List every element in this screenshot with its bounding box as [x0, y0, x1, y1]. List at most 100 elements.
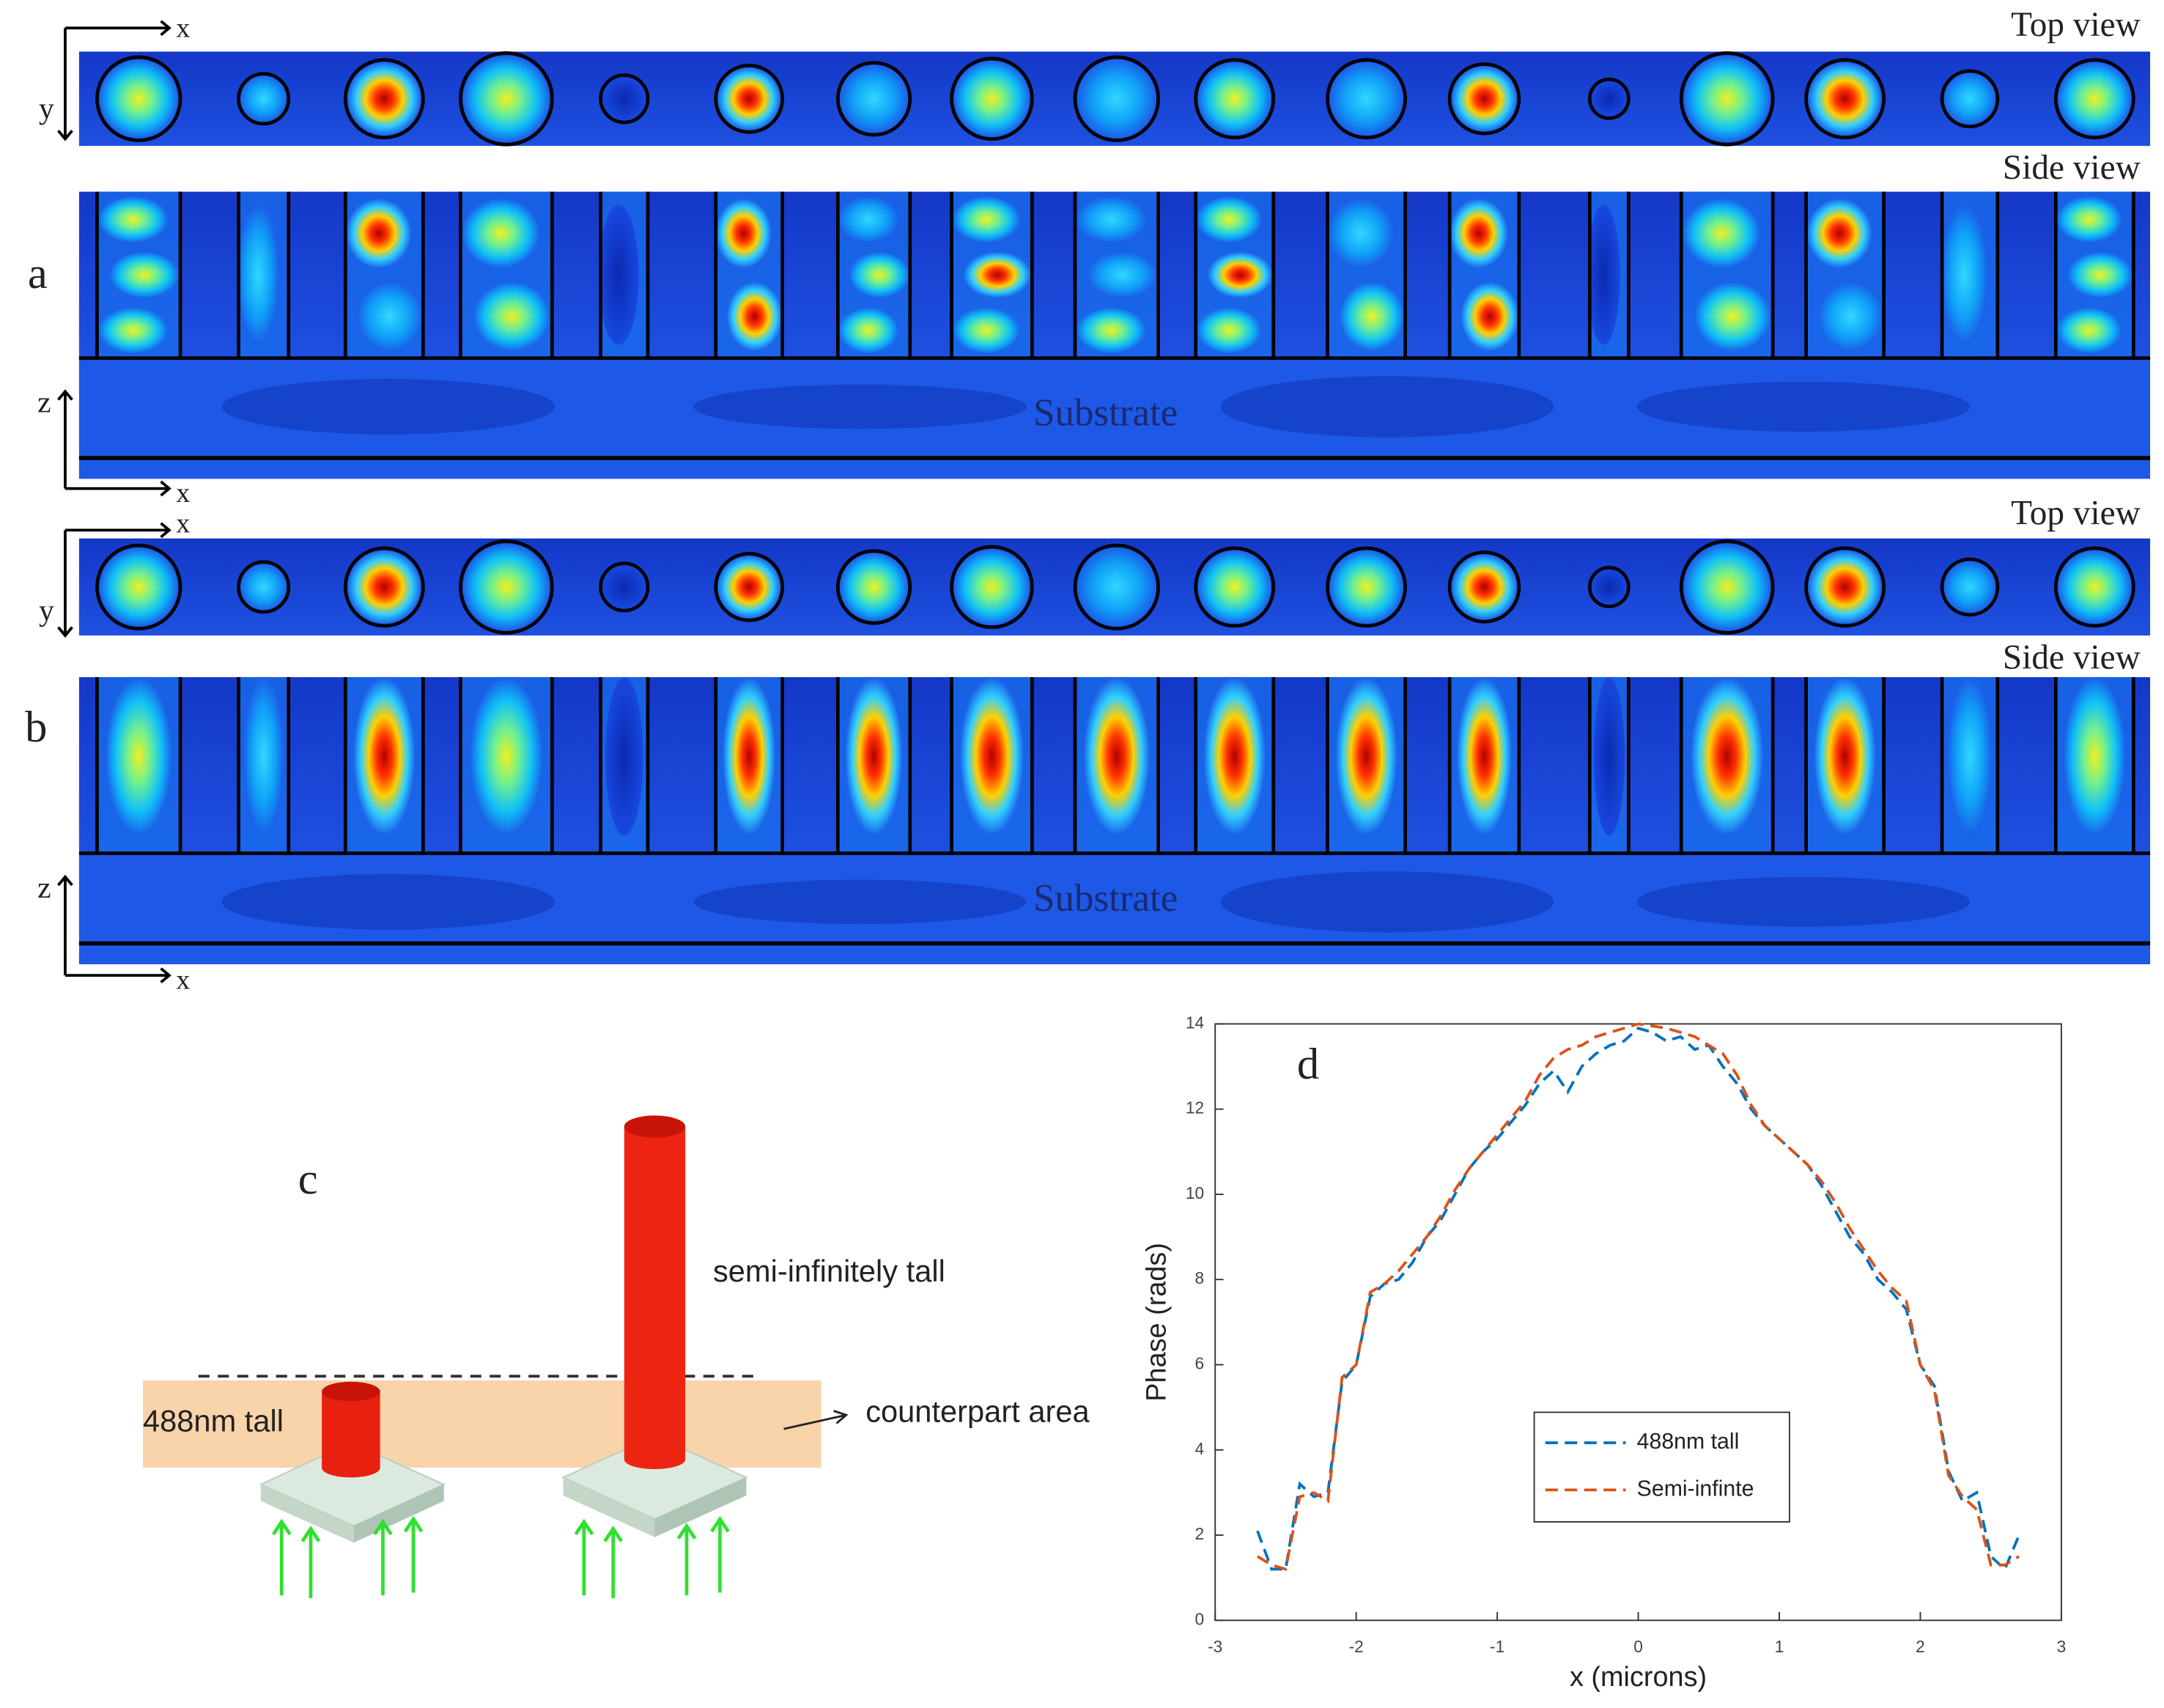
substrate-shade	[1220, 871, 1554, 933]
tall-label: semi-infinitely tall	[713, 1254, 945, 1288]
side-view-label: Side view	[2003, 638, 2141, 676]
field-spot	[1683, 543, 1771, 631]
pillar-outline	[599, 73, 650, 125]
field-spot	[352, 677, 416, 836]
field-spot	[240, 75, 288, 123]
field-spot	[1587, 204, 1620, 345]
field-spot	[1449, 198, 1509, 269]
pillar-outline	[459, 539, 554, 635]
field-spot	[1329, 62, 1403, 136]
substrate-shade	[1636, 381, 1970, 432]
field-spot	[97, 307, 169, 354]
substrate-shade	[221, 873, 555, 930]
x-tick-label: 1	[1775, 1637, 1784, 1656]
field-spot	[1329, 550, 1403, 624]
light-arrows	[271, 1515, 730, 1599]
field-spot	[1943, 561, 1996, 614]
base-tall	[561, 1435, 748, 1537]
field-spot	[347, 550, 421, 624]
pillar-outline	[1073, 55, 1160, 142]
panel-b-maps	[78, 538, 2151, 964]
field-spot	[959, 677, 1024, 836]
axis-letter: x	[176, 13, 190, 44]
substrate-label: Substrate	[1033, 391, 1178, 434]
field-spot	[469, 677, 543, 836]
field-spot	[2063, 677, 2126, 836]
field-spot	[952, 307, 1021, 354]
substrate-shade	[1636, 876, 1970, 927]
axes-arrows	[57, 20, 171, 497]
axis-letter: z	[37, 871, 51, 905]
field-spot	[1197, 550, 1272, 624]
field-spot	[1817, 281, 1884, 352]
pillar-outline	[237, 560, 291, 614]
field-spot	[2056, 307, 2122, 354]
substrate-shade	[1220, 376, 1554, 437]
panel-label: b	[25, 703, 47, 752]
field-spot	[1943, 72, 1996, 125]
pillar-outline	[2053, 546, 2135, 628]
field-spot	[605, 677, 643, 836]
y-tick-label: 10	[1186, 1183, 1204, 1202]
y-tick-label: 4	[1194, 1439, 1204, 1458]
field-spot	[243, 677, 284, 836]
field-spot	[953, 60, 1030, 137]
top-view-label: Top view	[2011, 6, 2141, 44]
pillar-outline	[1679, 539, 1775, 635]
field-spot	[99, 547, 179, 627]
field-spot	[1940, 204, 1988, 345]
field-spot	[462, 198, 540, 269]
counterpart-band	[142, 1380, 821, 1468]
field-spot	[952, 196, 1021, 243]
pillar-outline	[1326, 58, 1407, 140]
pointer-arrow	[783, 1410, 849, 1430]
pillar-outline	[714, 552, 784, 622]
field-spot	[1451, 554, 1518, 621]
axis-letter: x	[176, 478, 190, 509]
field-spot	[838, 196, 899, 243]
pillar-outline	[1940, 69, 2000, 129]
field-spot	[602, 76, 647, 122]
axes-arrows	[57, 522, 171, 984]
field-spot	[1203, 677, 1266, 836]
pillar-outline	[950, 544, 1034, 629]
x-tick-label: -2	[1349, 1637, 1364, 1656]
field-spot	[1593, 677, 1625, 836]
field-spot	[1590, 568, 1628, 606]
panel-c-diagram	[142, 1115, 849, 1599]
field-spot	[97, 196, 169, 243]
pillar-outline	[1073, 543, 1160, 631]
field-spot	[345, 198, 412, 269]
field-spot	[1683, 198, 1761, 269]
panel-label: c	[298, 1155, 318, 1204]
field-spot	[105, 677, 172, 836]
pillar-outline	[95, 55, 182, 142]
field-spot	[1460, 281, 1520, 352]
panel-label: d	[1297, 1040, 1319, 1089]
substrate-shade	[693, 879, 1027, 925]
x-tick-label: -1	[1490, 1637, 1504, 1656]
pillar-outline	[459, 51, 554, 147]
x-tick-label: 3	[2057, 1637, 2067, 1656]
pillar-outline	[1587, 77, 1631, 120]
field-spot	[726, 281, 783, 352]
y-tick-label: 8	[1194, 1268, 1204, 1287]
field-spot	[839, 552, 909, 621]
pillar-outline	[1326, 546, 1407, 628]
field-spot	[953, 548, 1030, 626]
field-spot	[473, 281, 551, 352]
field-spot	[1808, 62, 1882, 136]
base-small	[259, 1442, 446, 1543]
field-spot	[1947, 677, 1993, 836]
y-tick-label: 12	[1186, 1098, 1204, 1117]
side-view-label: Side view	[2003, 149, 2141, 187]
pillar-outline	[1804, 546, 1886, 628]
field-spot	[99, 59, 179, 138]
field-spot	[1814, 677, 1877, 836]
pillar-outline	[1804, 58, 1886, 140]
axis-letter: x	[176, 964, 190, 995]
field-spot	[1196, 196, 1263, 243]
pillar-outline	[1447, 550, 1521, 624]
